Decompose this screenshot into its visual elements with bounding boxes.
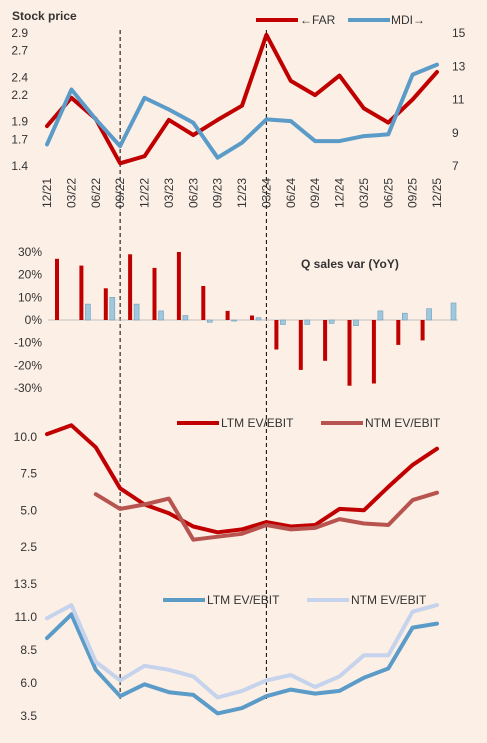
sales-bar-far bbox=[79, 265, 84, 320]
sales-y-tick-label: 0% bbox=[25, 313, 43, 327]
sales-bar-mdi bbox=[85, 303, 91, 321]
stock-x-tick-label: 09/24 bbox=[308, 178, 322, 208]
ev-mdi-legend-label-ntm: NTM EV/EBIT bbox=[351, 593, 427, 607]
stock-x-tick-label: 03/23 bbox=[162, 178, 176, 208]
sales-bar-mdi bbox=[426, 308, 432, 321]
stock-x-tick-label: 12/21 bbox=[40, 178, 54, 208]
sales-bar-far bbox=[347, 320, 352, 386]
ev-far-legend-label-ltm: LTM EV/EBIT bbox=[221, 416, 294, 430]
sales-bar-far bbox=[396, 320, 401, 345]
sales-bar-mdi bbox=[304, 319, 311, 325]
stock-series-line-0 bbox=[45, 32, 439, 166]
sales-bar-mdi bbox=[255, 317, 262, 321]
sales-y-tick-label: 30% bbox=[18, 245, 42, 259]
ev_far-y-tick-label: 7.5 bbox=[20, 467, 37, 481]
sales-bar-mdi bbox=[109, 296, 116, 321]
sales-bar-mdi bbox=[133, 303, 140, 321]
sales-bar-far bbox=[103, 288, 108, 320]
stock-legend-label-far: ←FAR bbox=[300, 13, 336, 27]
stock-x-tick-label: 06/23 bbox=[186, 178, 200, 208]
stock-x-tick-label: 12/23 bbox=[235, 178, 249, 208]
ev_mdi-series-line-0 bbox=[45, 612, 439, 716]
sales-y-tick-label: -20% bbox=[14, 358, 42, 372]
sales-bar-mdi bbox=[377, 310, 384, 321]
sales-bar-mdi bbox=[158, 310, 164, 321]
stock-left-tick-label: 1.9 bbox=[11, 115, 28, 129]
sales-bar-far bbox=[371, 320, 376, 384]
sales-bar-mdi bbox=[328, 319, 335, 324]
stock-right-tick-label: 15 bbox=[452, 26, 466, 40]
stock-left-tick-label: 2.2 bbox=[11, 88, 28, 102]
stock-left-tick-label: 1.7 bbox=[11, 132, 28, 146]
sales-bar-far bbox=[298, 320, 303, 370]
stock-x-tick-label: 12/25 bbox=[430, 178, 444, 208]
stock-legend-label-mdi: MDI→ bbox=[391, 13, 425, 27]
stock-left-tick-label: 1.4 bbox=[11, 159, 28, 173]
ev_mdi-y-tick-label: 8.5 bbox=[20, 643, 37, 657]
stock-right-tick-label: 7 bbox=[452, 159, 459, 173]
stock-x-tick-label: 03/24 bbox=[259, 178, 273, 208]
sales-y-tick-label: -30% bbox=[14, 381, 42, 395]
ev_far-series-line-0 bbox=[45, 423, 439, 535]
sales-bar-far bbox=[420, 320, 425, 341]
ev_far-series-line-1 bbox=[93, 490, 439, 542]
stock-x-tick-label: 06/25 bbox=[381, 178, 395, 208]
ev_mdi-y-tick-label: 13.5 bbox=[14, 577, 38, 591]
sales-bar-mdi bbox=[207, 319, 213, 323]
sales-bar-far bbox=[274, 320, 279, 350]
sales-chart-title: Q sales var (YoY) bbox=[301, 257, 399, 271]
stock-left-tick-label: 2.7 bbox=[11, 44, 28, 58]
stock-x-tick-label: 03/22 bbox=[64, 178, 78, 208]
sales-bar-mdi bbox=[280, 319, 286, 325]
ev_mdi-y-tick-label: 3.5 bbox=[20, 709, 37, 723]
stock-left-tick-label: 2.4 bbox=[11, 70, 28, 84]
stock-right-tick-label: 9 bbox=[452, 126, 459, 140]
sales-bar-mdi bbox=[353, 319, 359, 326]
sales-y-tick-label: -10% bbox=[14, 336, 42, 350]
sales-bar-mdi bbox=[401, 312, 408, 321]
stock-left-tick-label: 2.9 bbox=[11, 26, 28, 40]
sales-bar-far bbox=[128, 254, 133, 320]
ev-far-legend-label-ntm: NTM EV/EBIT bbox=[365, 416, 441, 430]
stock-series-line-1 bbox=[45, 62, 439, 160]
stock-x-tick-label: 09/23 bbox=[211, 178, 225, 208]
sales-bar-far bbox=[201, 286, 206, 320]
sales-bar-far bbox=[176, 252, 181, 320]
sales-bar-far bbox=[323, 320, 328, 361]
sales-bar-mdi bbox=[450, 302, 457, 321]
sales-bar-far bbox=[250, 315, 254, 320]
stock-x-tick-label: 06/22 bbox=[89, 178, 103, 208]
sales-bar-far bbox=[225, 310, 230, 320]
sales-y-tick-label: 10% bbox=[18, 290, 42, 304]
stock-x-tick-label: 12/22 bbox=[138, 178, 152, 208]
stock-right-tick-label: 13 bbox=[452, 59, 466, 73]
sales-y-tick-label: 20% bbox=[18, 268, 42, 282]
ev-mdi-legend-label-ltm: LTM EV/EBIT bbox=[207, 593, 280, 607]
ev_mdi-series-line-1 bbox=[45, 603, 439, 700]
ev_far-y-tick-label: 5.0 bbox=[20, 503, 37, 517]
sales-bar-mdi bbox=[231, 319, 237, 322]
ev_mdi-y-tick-label: 6.0 bbox=[20, 676, 37, 690]
ev_mdi-y-tick-label: 11.0 bbox=[15, 610, 38, 624]
sales-bar-mdi bbox=[182, 315, 189, 321]
stock-right-tick-label: 11 bbox=[452, 93, 465, 107]
ev_far-y-tick-label: 10.0 bbox=[14, 430, 38, 444]
stock-chart-title: Stock price bbox=[12, 9, 77, 23]
stock-x-tick-label: 09/22 bbox=[113, 178, 127, 208]
ev_far-y-tick-label: 2.5 bbox=[20, 540, 37, 554]
stock-x-tick-label: 03/25 bbox=[357, 178, 371, 208]
sales-bar-far bbox=[152, 267, 157, 320]
stock-x-tick-label: 09/25 bbox=[406, 178, 420, 208]
sales-bar-far bbox=[55, 258, 59, 320]
stock-x-tick-label: 06/24 bbox=[284, 178, 298, 208]
stock-x-tick-label: 12/24 bbox=[333, 178, 347, 208]
